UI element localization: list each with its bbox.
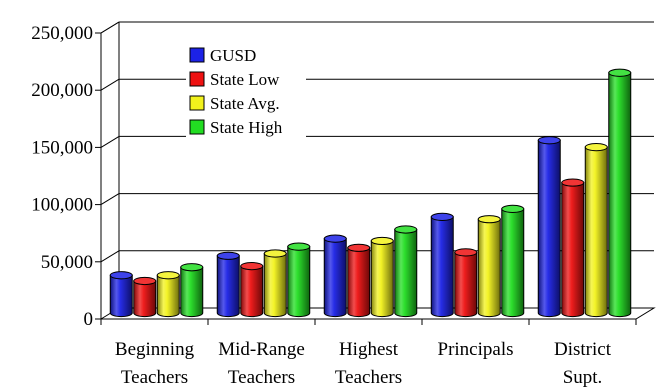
legend-swatch bbox=[189, 71, 205, 87]
bar bbox=[323, 234, 347, 318]
axes bbox=[95, 32, 637, 325]
bar bbox=[180, 263, 204, 318]
bar-top bbox=[561, 178, 585, 187]
y-tick-label: 150,000 bbox=[31, 137, 93, 158]
bar-body bbox=[394, 228, 418, 318]
x-tick-label: Principals bbox=[438, 339, 514, 360]
legend-label: GUSD bbox=[210, 46, 256, 65]
bar-top bbox=[394, 225, 418, 234]
x-tick-label: Mid-Range Teachers bbox=[218, 339, 305, 388]
legend-label: State Low bbox=[210, 70, 280, 89]
bar-top bbox=[454, 248, 478, 257]
bar bbox=[109, 271, 133, 318]
bar bbox=[501, 204, 525, 318]
legend: GUSD State Low State Avg. State High bbox=[186, 45, 306, 139]
bar-top bbox=[537, 136, 561, 145]
bar bbox=[394, 225, 418, 318]
x-tick-label: District Supt. bbox=[554, 339, 612, 388]
bar-top bbox=[323, 234, 347, 243]
grid-line-side bbox=[100, 193, 120, 206]
grid-line-side bbox=[100, 21, 120, 34]
bar-body bbox=[347, 247, 371, 318]
bar bbox=[133, 276, 157, 318]
bar-top bbox=[287, 242, 311, 251]
bar-top bbox=[133, 276, 157, 286]
bar-body bbox=[430, 216, 454, 318]
bar-top bbox=[584, 143, 608, 152]
grid-line-side bbox=[100, 250, 120, 263]
y-tick-label: 200,000 bbox=[31, 80, 93, 101]
bar-body bbox=[156, 274, 180, 318]
bar-body bbox=[477, 218, 501, 318]
bar-top bbox=[370, 236, 394, 246]
bar bbox=[561, 178, 585, 318]
bar-top bbox=[156, 271, 180, 280]
bar-top bbox=[109, 271, 133, 280]
bar bbox=[263, 249, 287, 318]
legend-swatch bbox=[189, 95, 205, 111]
bar-body bbox=[370, 240, 394, 318]
bar-body bbox=[584, 146, 608, 318]
x-tick-label: Beginning Teachers bbox=[115, 339, 195, 388]
bar-body bbox=[561, 182, 585, 318]
bar-body bbox=[263, 253, 287, 318]
bar bbox=[430, 212, 454, 318]
bar bbox=[537, 136, 561, 318]
bar-body bbox=[608, 72, 632, 318]
bar bbox=[156, 271, 180, 318]
bar-top bbox=[608, 68, 632, 77]
bar bbox=[347, 243, 371, 318]
bar bbox=[608, 68, 632, 318]
legend-bg bbox=[186, 45, 306, 67]
bar-top bbox=[477, 215, 501, 224]
bar-body bbox=[501, 208, 525, 318]
bar-body bbox=[109, 274, 133, 318]
bar-body bbox=[133, 280, 157, 318]
bar-body bbox=[180, 266, 204, 318]
y-tick-label: 100,000 bbox=[31, 195, 93, 216]
bar bbox=[370, 236, 394, 318]
bar-body bbox=[240, 265, 264, 318]
bar-top bbox=[216, 251, 240, 260]
y-tick-label: 250,000 bbox=[31, 23, 93, 44]
legend-swatch bbox=[189, 47, 205, 63]
bar-body bbox=[454, 251, 478, 318]
bar-top bbox=[263, 249, 287, 258]
bar-top bbox=[180, 263, 204, 272]
bar-top bbox=[240, 261, 264, 271]
bar-top bbox=[501, 204, 525, 213]
bar bbox=[454, 248, 478, 318]
bars bbox=[109, 68, 632, 318]
bar-body bbox=[323, 238, 347, 318]
bar-body bbox=[287, 246, 311, 318]
legend-bg bbox=[186, 69, 306, 91]
y-tick-labels: 0 50,000 100,000 150,000 200,000 250,000 bbox=[31, 23, 93, 330]
bar-top bbox=[430, 212, 454, 222]
legend-label: State High bbox=[210, 118, 283, 137]
bar bbox=[287, 242, 311, 318]
grid-line-side bbox=[100, 78, 120, 91]
bar bbox=[584, 143, 608, 318]
x-tick-label: Highest Teachers bbox=[335, 339, 402, 388]
bar-top bbox=[347, 243, 371, 252]
bar bbox=[216, 251, 240, 318]
y-tick-label: 0 bbox=[84, 309, 94, 330]
legend-bg bbox=[186, 93, 306, 115]
legend-swatch bbox=[189, 119, 205, 135]
grid-line-side bbox=[100, 135, 120, 148]
bar bbox=[477, 215, 501, 318]
bar-body bbox=[216, 255, 240, 318]
y-tick-label: 50,000 bbox=[41, 252, 93, 273]
bar-body bbox=[537, 139, 561, 318]
legend-bg bbox=[186, 117, 306, 139]
bar bbox=[240, 261, 264, 318]
x-tick-labels: Beginning Teachers Mid-Range Teachers Highes… bbox=[115, 339, 612, 388]
legend-label: State Avg. bbox=[210, 94, 280, 113]
